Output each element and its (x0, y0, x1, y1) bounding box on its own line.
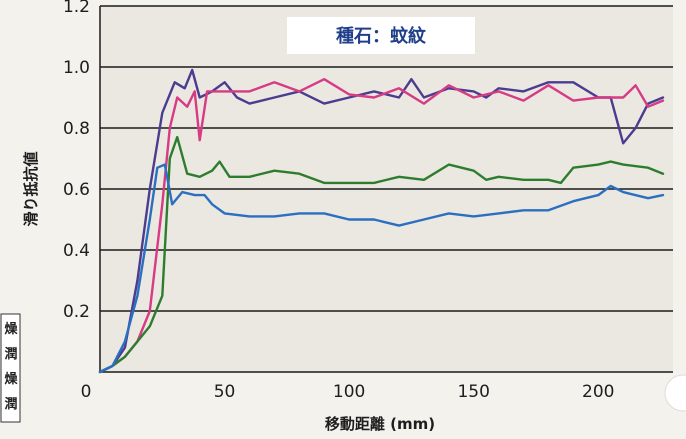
x-tick-label: 50 (214, 382, 236, 402)
y-tick-label: 1.2 (63, 0, 90, 17)
series-line (98, 135, 665, 374)
x-tick-label: 100 (333, 382, 365, 402)
y-tick-label: 0.4 (63, 241, 90, 261)
y-tick-label: 1.0 (63, 58, 90, 78)
legend-fragment: 潤 (4, 347, 17, 362)
chart-title: 種石：蚊紋 (336, 25, 426, 47)
y-axis-ticks: 0.2 0.4 0.6 0.8 1.0 1.2 (63, 0, 90, 322)
legend-box (0, 313, 21, 423)
y-tick-label: 0.2 (63, 302, 90, 322)
x-tick-label: 200 (582, 382, 614, 402)
series-line (98, 68, 665, 374)
series-line (98, 78, 665, 374)
y-tick-label: 0.8 (63, 119, 90, 139)
legend-fragment: 潤 (4, 397, 17, 412)
x-axis-ticks: 0 50 100 150 200 (81, 382, 615, 402)
page-corner-decoration (664, 374, 686, 412)
series-group (98, 68, 665, 374)
y-axis-label: 滑り抵抗値 (22, 151, 40, 226)
y-tick-label: 0.6 (63, 180, 90, 200)
title-box (287, 17, 475, 54)
x-axis-label: 移動距離 (mm) (325, 415, 435, 433)
series-line (98, 163, 665, 374)
x-tick-label: 150 (457, 382, 489, 402)
x-tick-label: 0 (81, 382, 92, 402)
legend-fragment: 燥 (4, 321, 18, 337)
legend-fragment: 燥 (4, 371, 18, 387)
grid (99, 5, 673, 373)
